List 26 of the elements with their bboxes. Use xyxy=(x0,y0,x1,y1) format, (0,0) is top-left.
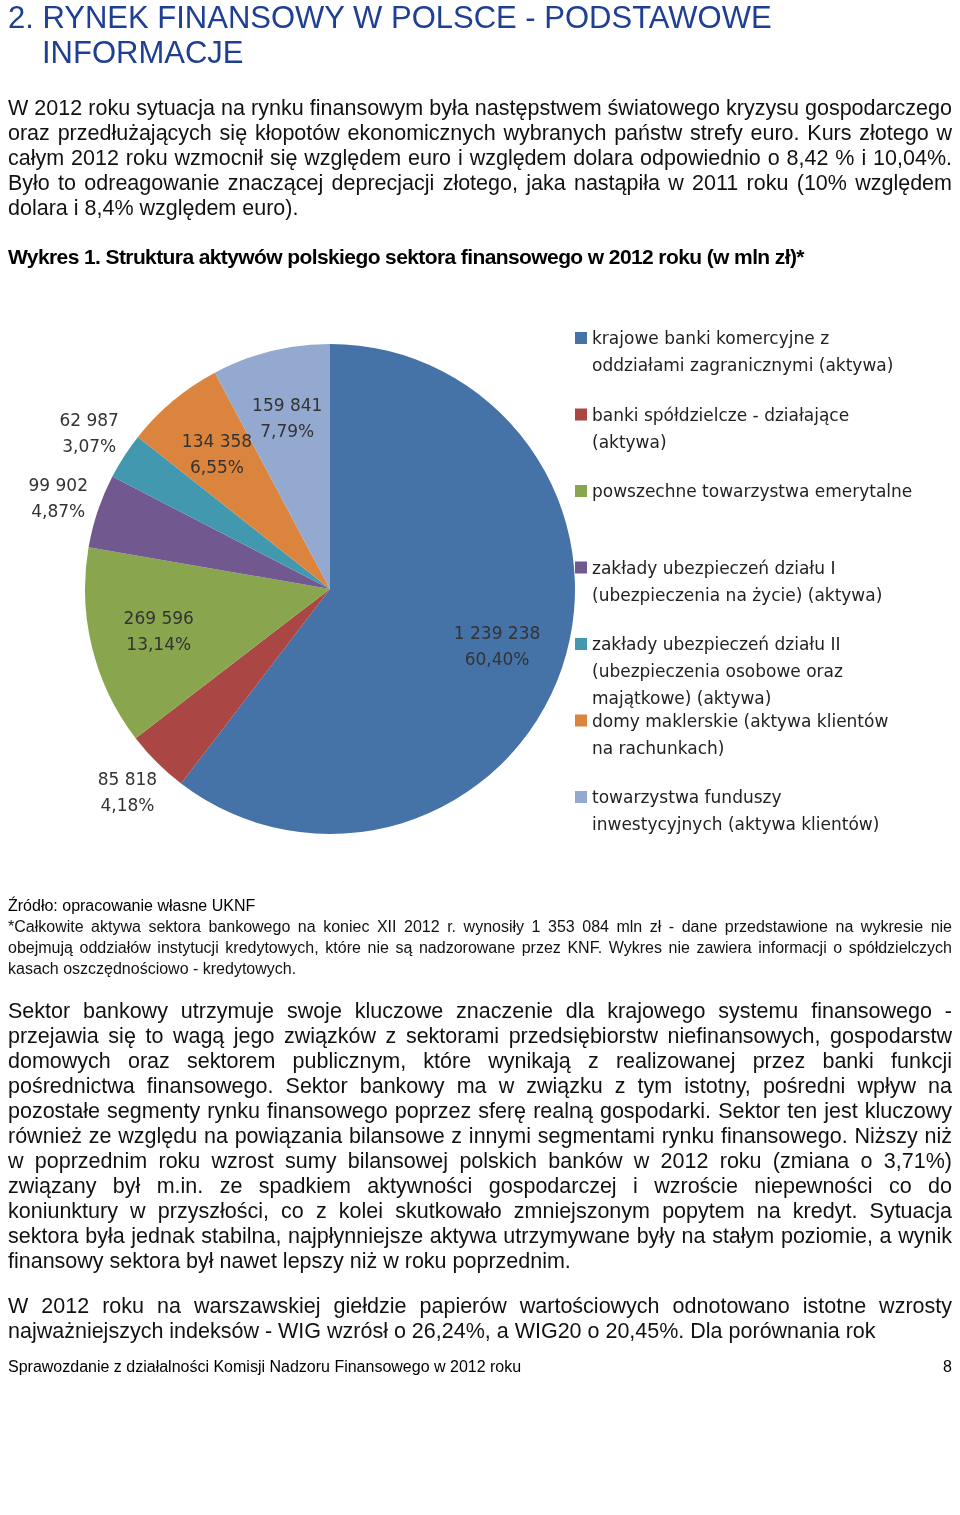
legend-label: zakłady ubezpieczeń działu II (ubezpieczenia osobowe oraz majątkowe) (aktywa) xyxy=(592,634,844,708)
text: Sprawozdanie z działalności Komisji Nadzoru Finansowego w 2012 roku xyxy=(8,1358,522,1376)
pie-slice xyxy=(137,372,330,589)
text: Źródło: opracowanie własne UKNF xyxy=(8,895,257,916)
legend-label: powszechne towarzystwa emerytalne xyxy=(592,481,913,501)
text: 2. RYNEK FINANSOWY W POLSCE - PODSTAWOWE INFORMACJE xyxy=(8,0,773,70)
legend-label: krajowe banki komercyjne z oddziałami zagranicznymi (aktywa) xyxy=(592,328,894,375)
data-label: 85 818 4,18% xyxy=(97,768,158,815)
data-label: 269 596 13,14% xyxy=(123,608,194,655)
text: *Całkowite aktywa sektora bankowego na koniec XII 2012 r. wynosiły 1 353 084 mln zł - dane przedstawione na wykresie nie obejmują oddziałów instytucji kredytowych, które nie są nadzorowane przez KNF. Wykres nie zawiera informacji o spółdzielczych kasach oszczędnościowo - kredytowych. xyxy=(8,917,952,979)
text: Sektor bankowy utrzymuje swoje kluczowe znaczenie dla krajowego systemu finansowego - przejawia się to wagą jego związków z sektorami przedsiębiorstw niefinansowych, gospodarstw domowych oraz sektorem publicznym, które wynikają z realizowanej przez banki funkcji pośrednictwa finansowego. Sektor bankowy ma w związku z tym istotny, pośredni wpływ na pozostałe segmenty rynku finansowego poprzez sferę realną gospodarki. Sektor ten jest kluczowy również ze względu na powiązania bilansowe z innymi segmentami rynku finansowego. Niższy niż w poprzednim roku wzrost sumy bilansowej polskich banków w 2012 roku (zmiana o 3,71%) związany był m.in. ze spadkiem aktywności gospodarczej i wzroście niepewności co do koniunktury w przyszłości, co z kolei skutkowało zmniejszonym popytem na kredyt. Sytuacja sektora była jednak stabilna, najpłynniejsze aktywa utrzymywane były na stałym poziomie, a wynik finansowy sektora był nawet lepszy niż w roku poprzednim. xyxy=(8,999,952,1273)
pie-slice xyxy=(88,476,330,589)
legend-label: domy maklerskie (aktywa klientów na rachunkach) xyxy=(592,710,889,758)
data-label: 1 239 238 60,40% xyxy=(453,622,541,669)
text: 8 xyxy=(943,1358,952,1376)
data-label: 62 987 3,07% xyxy=(59,410,119,457)
legend-label: zakłady ubezpieczeń działu I (ubezpieczenia na życie) (aktywa) xyxy=(592,557,883,605)
text: W 2012 roku sytuacja na rynku finansowym była następstwem światowego kryzysu gospodarczego oraz przedłużających się kłopotów ekonomicznych wybranych państw strefy euro. Kurs złotego w całym 2012 roku wzmocnił się względem euro i względem dolara odpowiednio o 8,42 % i 10,04%. Było to odreagowanie znaczącej deprecjacji złotego, jaka nastąpiła w 2011 roku (10% względem dolara i 8,4% względem euro). xyxy=(8,96,952,221)
text: W 2012 roku na warszawskiej giełdzie papierów wartościowych odnotowano istotne wzrosty najważniejszych indeksów - WIG wzrósł o 26,24%, a WIG20 o 20,45%. Dla porównania rok xyxy=(8,1294,952,1344)
legend-label: towarzystwa funduszy inwestycyjnych (aktywa klientów) xyxy=(592,787,880,834)
data-label: 159 841 7,79% xyxy=(252,394,323,441)
chart-title: Wykres 1. Struktura aktywów polskiego sektora finansowego w 2012 roku (w mln zł)* xyxy=(8,245,806,269)
legend-label: banki spółdzielcze - działające (aktywa) xyxy=(592,404,850,452)
pie-slice xyxy=(85,547,330,739)
data-label: 134 358 6,55% xyxy=(181,430,253,477)
data-label: 99 902 4,87% xyxy=(28,474,89,521)
